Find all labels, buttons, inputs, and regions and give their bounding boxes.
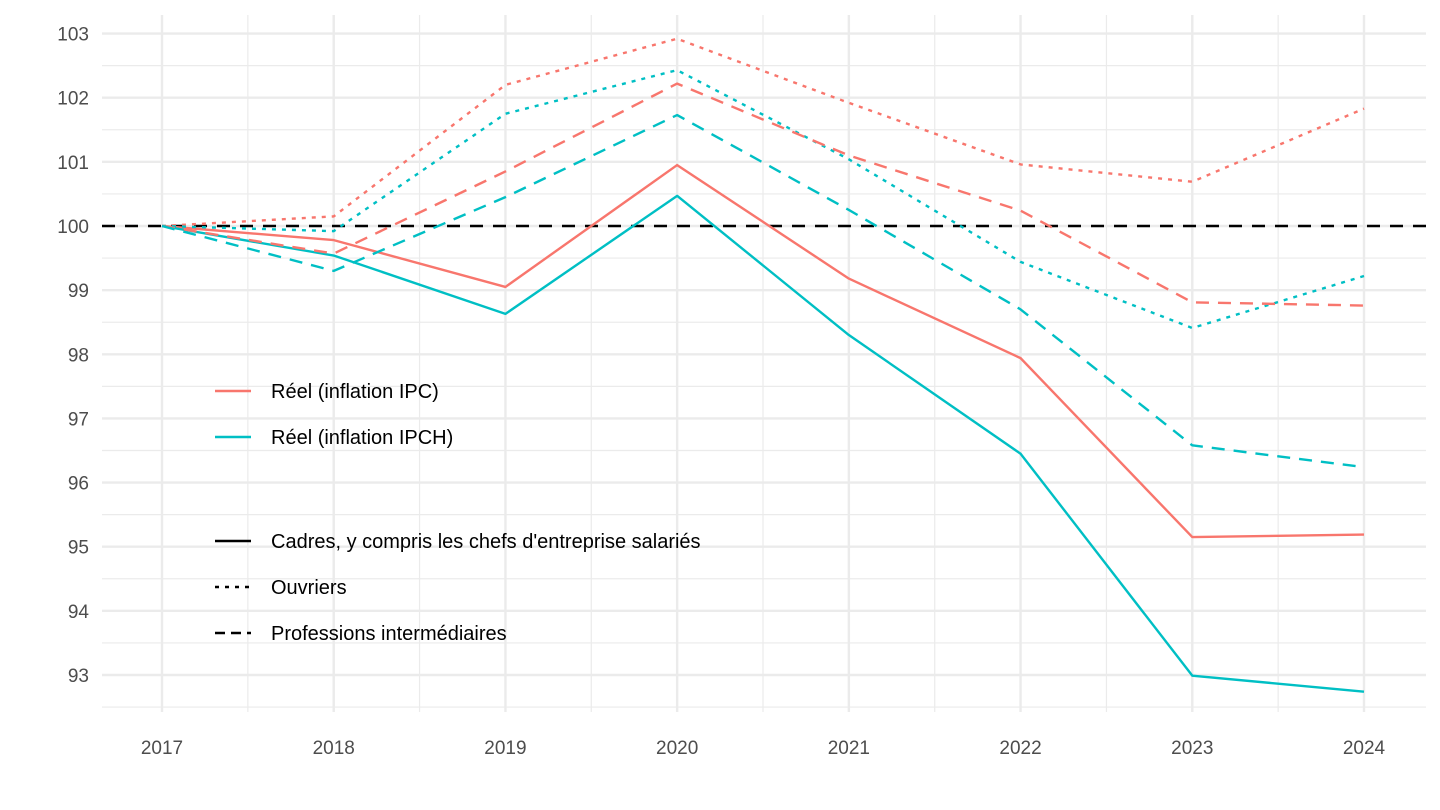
x-tick-label: 2021 — [828, 738, 870, 759]
series-layer — [161, 37, 1365, 693]
legend: Réel (inflation IPC) Réel (inflation IPCH… — [215, 381, 701, 645]
legend-label: Professions intermédiaires — [271, 623, 507, 645]
series-line-5 — [161, 113, 1365, 469]
series-line-1 — [161, 194, 1365, 693]
y-tick-label: 94 — [68, 602, 90, 623]
legend-label: Ouvriers — [271, 577, 347, 599]
x-tick-label: 2024 — [1343, 738, 1386, 759]
series-line-3 — [161, 68, 1365, 330]
y-tick-label: 93 — [68, 666, 89, 687]
y-tick-label: 98 — [68, 345, 89, 366]
y-tick-label: 103 — [57, 25, 89, 46]
y-axis-tick-labels: 93 94 95 96 97 98 99 100 101 102 103 — [57, 25, 89, 687]
minor-gridlines — [102, 15, 1426, 712]
x-tick-label: 2022 — [999, 738, 1041, 759]
series-line-0 — [161, 163, 1365, 539]
y-tick-label: 100 — [57, 217, 89, 238]
legend-label: Réel (inflation IPC) — [271, 381, 439, 403]
y-tick-label: 101 — [57, 153, 89, 174]
x-tick-label: 2020 — [656, 738, 698, 759]
y-tick-label: 95 — [68, 538, 89, 559]
y-tick-label: 96 — [68, 474, 89, 495]
x-axis-tick-labels: 2017 2018 2019 2020 2021 2022 2023 2024 — [141, 738, 1386, 759]
legend-label: Cadres, y compris les chefs d'entreprise… — [271, 531, 701, 553]
x-tick-label: 2019 — [484, 738, 526, 759]
legend-label: Réel (inflation IPCH) — [271, 427, 453, 449]
y-tick-label: 102 — [57, 89, 89, 110]
x-tick-label: 2018 — [313, 738, 355, 759]
x-tick-label: 2017 — [141, 738, 183, 759]
y-tick-label: 99 — [68, 281, 89, 302]
major-gridlines — [102, 15, 1426, 712]
series-line-4 — [161, 82, 1365, 307]
x-tick-label: 2023 — [1171, 738, 1213, 759]
y-tick-label: 97 — [68, 409, 89, 430]
